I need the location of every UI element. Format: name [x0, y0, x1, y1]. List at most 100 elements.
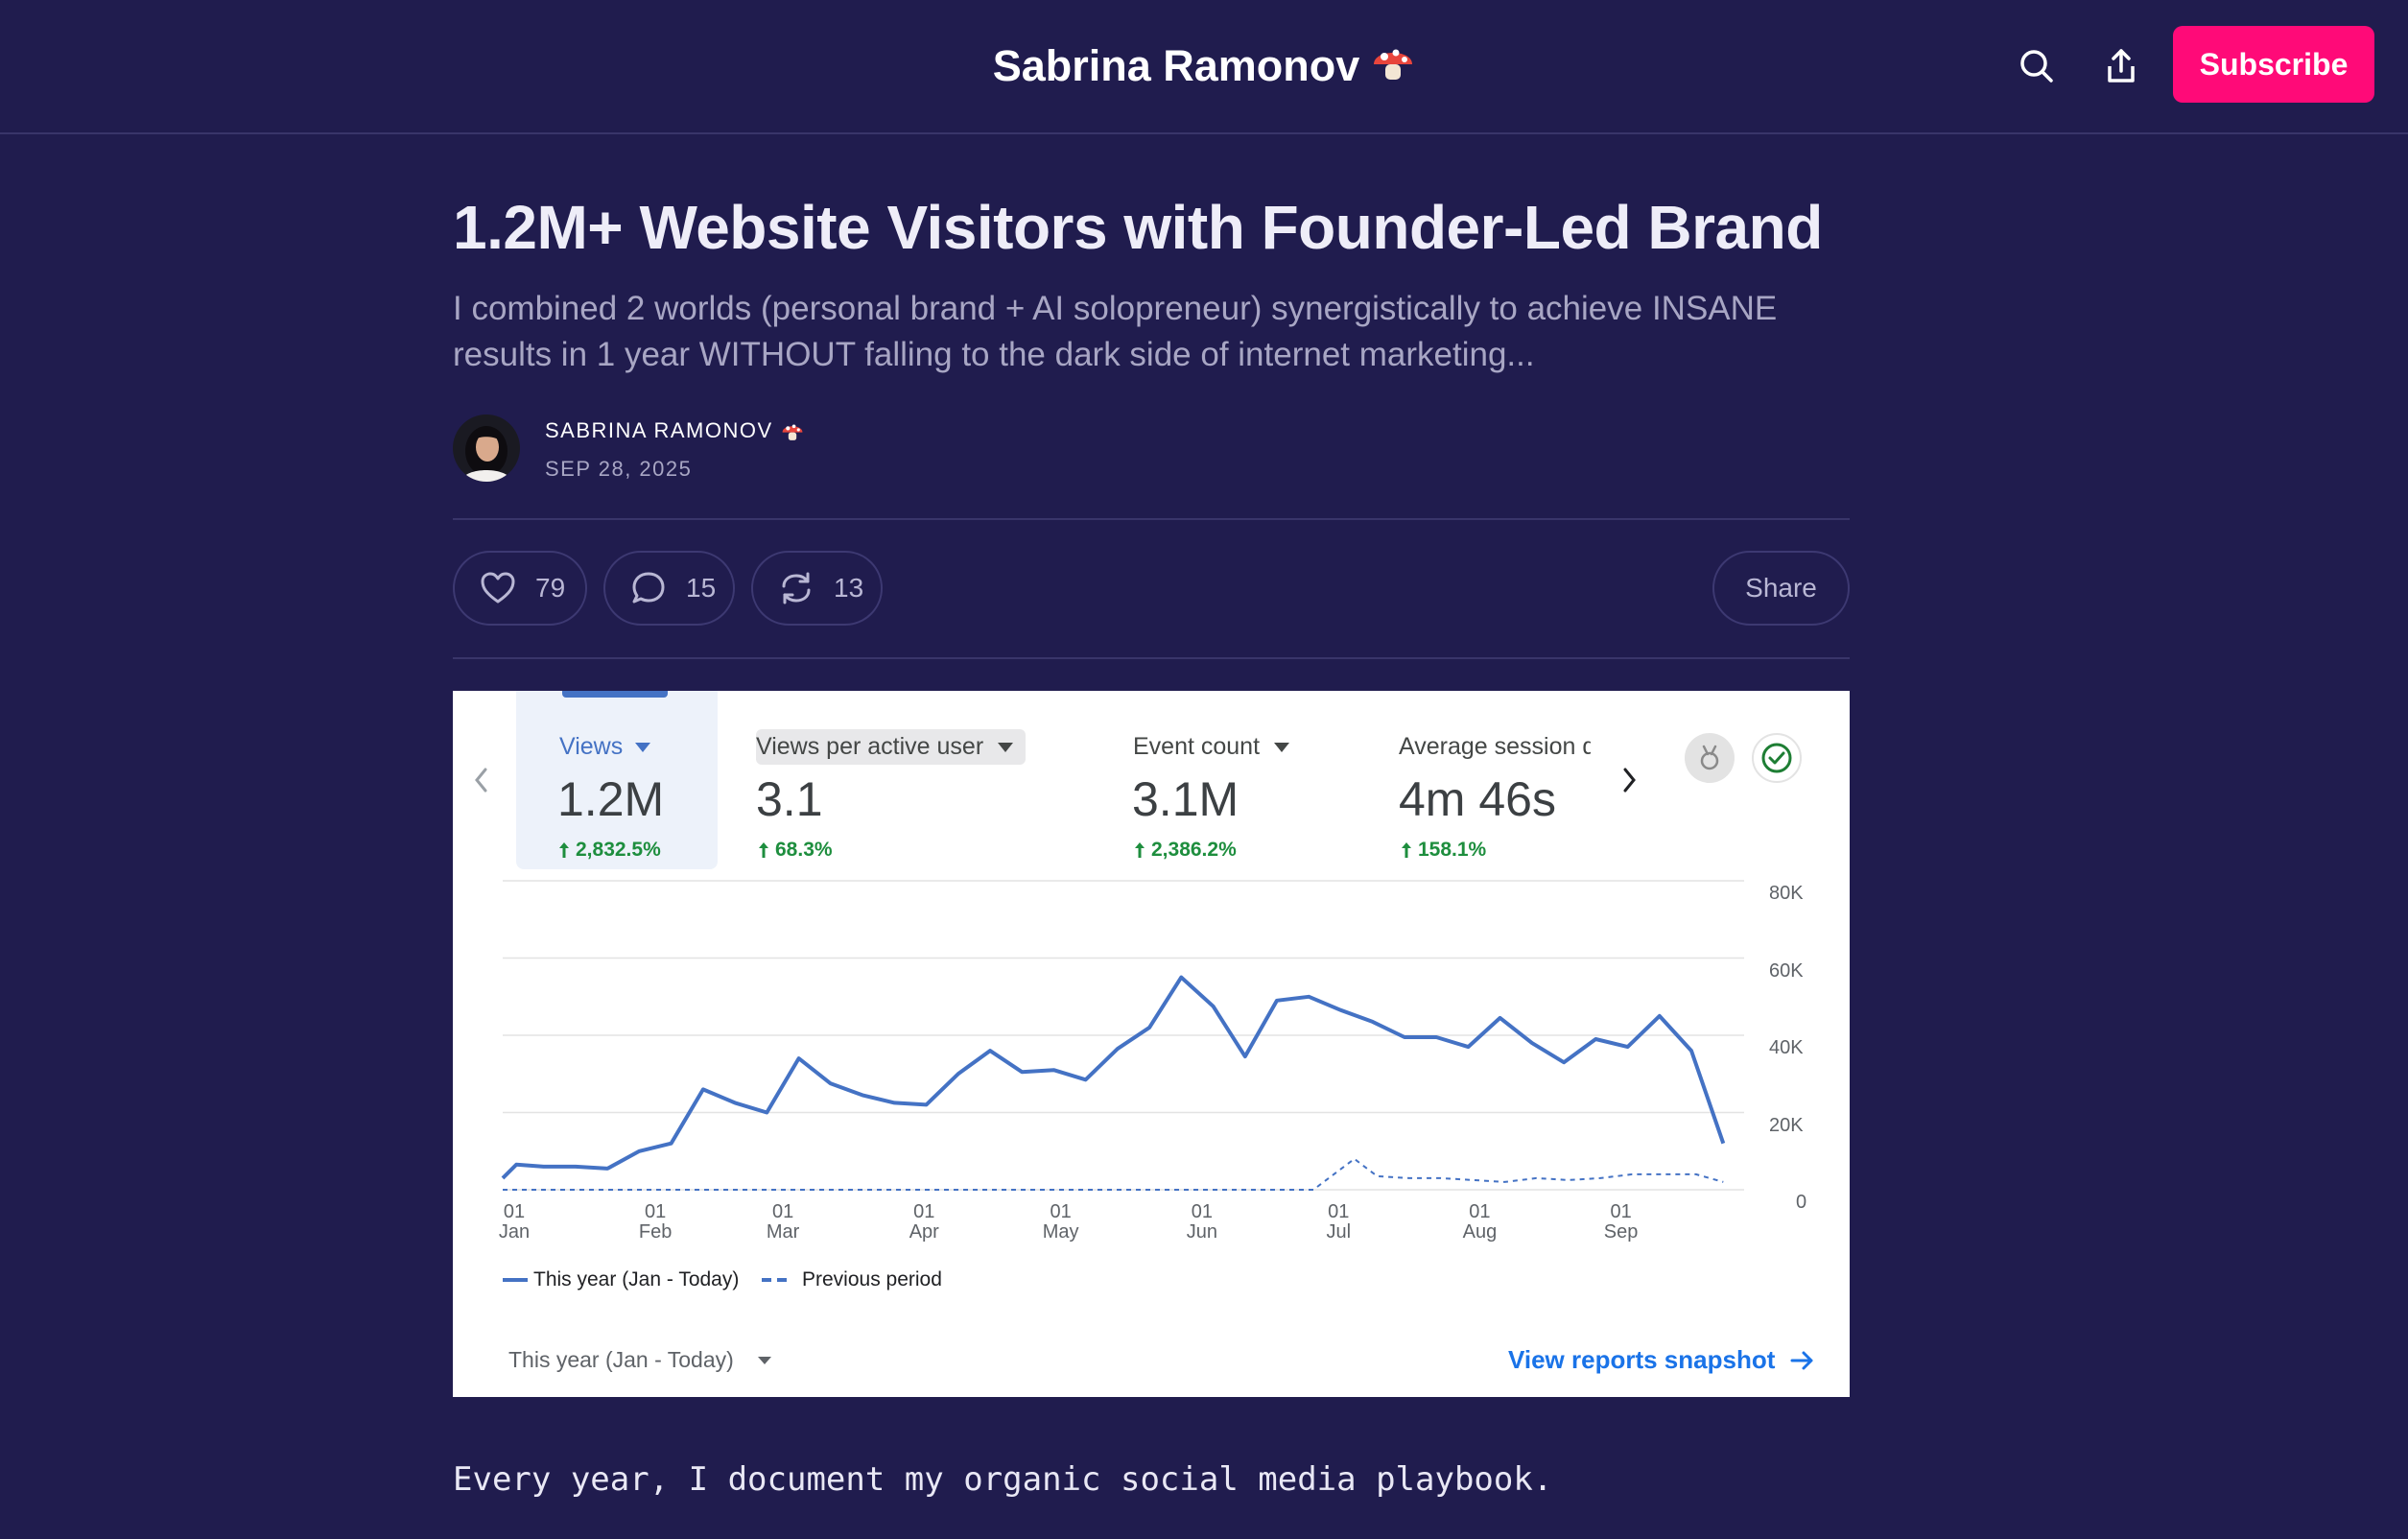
arrow-up-icon: [1402, 842, 1411, 858]
view-reports-link-text: View reports snapshot: [1508, 1345, 1776, 1374]
x-tick-month: Sep: [1603, 1221, 1639, 1243]
x-tick-month: Jun: [1186, 1221, 1217, 1243]
legend-this-year[interactable]: This year (Jan - Today): [503, 1268, 739, 1291]
legend-previous-period[interactable]: Previous period: [762, 1268, 942, 1291]
arrow-right-icon: [1790, 1351, 1813, 1369]
legend-label: Previous period: [802, 1268, 942, 1290]
y-tick-label: 20K: [1769, 1114, 1804, 1136]
x-tick-label: 01 Jan: [485, 1202, 543, 1243]
this-year-line: [501, 975, 1726, 1180]
x-tick-day: 01: [645, 1201, 667, 1222]
like-button[interactable]: 79: [453, 551, 587, 626]
legend-label: This year (Jan - Today): [533, 1268, 740, 1290]
author-name[interactable]: SABRINA RAMONOV: [545, 418, 804, 443]
x-tick-month: Jan: [498, 1221, 531, 1243]
x-tick-month: May: [1042, 1221, 1079, 1243]
post-date: SEP 28, 2025: [545, 457, 693, 481]
x-tick-label: 01 Apr: [895, 1202, 953, 1243]
date-range-dropdown[interactable]: This year (Jan - Today): [508, 1347, 772, 1373]
post-title: 1.2M+ Website Visitors with Founder-Led …: [453, 193, 1823, 262]
share-button-label: Share: [1745, 573, 1817, 603]
mushroom-icon: [1371, 39, 1415, 94]
check-circle-icon[interactable]: [1752, 733, 1802, 783]
metric-event-count-label[interactable]: Event count: [1133, 733, 1290, 761]
metric-views-value: 1.2M: [557, 772, 665, 826]
site-title-text: Sabrina Ramonov: [992, 41, 1360, 90]
x-tick-month: Feb: [638, 1221, 673, 1243]
share-button[interactable]: Share: [1712, 551, 1850, 626]
selected-metric-card: [516, 691, 718, 869]
subscribe-button[interactable]: Subscribe: [2173, 26, 2374, 103]
comment-button[interactable]: 15: [603, 551, 735, 626]
heart-icon: [480, 570, 516, 606]
views-line-chart: [501, 880, 1744, 1191]
x-tick-day: 01: [913, 1201, 935, 1222]
x-tick-label: 01 Jul: [1310, 1202, 1367, 1243]
analytics-snapshot-image[interactable]: Views 1.2M 2,832.5% Views per active use…: [453, 691, 1850, 1397]
caret-down-icon: [1274, 742, 1290, 752]
metric-avg-session-label[interactable]: Average session d: [1399, 733, 1591, 761]
date-range-label: This year (Jan - Today): [508, 1347, 734, 1372]
share-upload-icon[interactable]: [2089, 35, 2153, 98]
x-tick-month: Apr: [909, 1221, 939, 1243]
like-count: 79: [535, 573, 566, 603]
metric-change-text: 2,386.2%: [1151, 839, 1237, 861]
search-icon[interactable]: [2005, 35, 2068, 98]
x-tick-day: 01: [1191, 1201, 1213, 1222]
metric-change-text: 68.3%: [775, 839, 833, 861]
y-tick-label: 0: [1796, 1192, 1807, 1213]
x-tick-day: 01: [1469, 1201, 1491, 1222]
caret-down-icon: [757, 1356, 771, 1364]
metric-views-per-user-value: 3.1: [756, 772, 823, 826]
metric-label-text: Event count: [1133, 733, 1261, 760]
previous-period-line: [503, 1157, 1724, 1191]
restack-button[interactable]: 13: [751, 551, 883, 626]
site-title[interactable]: Sabrina Ramonov: [0, 0, 2408, 132]
view-reports-snapshot-link[interactable]: View reports snapshot: [1508, 1345, 1815, 1375]
metric-views-label[interactable]: Views: [559, 733, 651, 761]
x-tick-day: 01: [1610, 1201, 1632, 1222]
restack-icon: [778, 570, 814, 606]
arrow-up-icon: [759, 842, 768, 858]
mushroom-icon: [781, 419, 804, 442]
comment-count: 15: [686, 573, 717, 603]
x-tick-label: 01 Jun: [1173, 1202, 1231, 1243]
chevron-left-icon[interactable]: [472, 766, 491, 799]
metric-label-text: Average session d: [1399, 733, 1591, 760]
x-tick-label: 01 Mar: [754, 1202, 812, 1243]
metric-change-text: 158.1%: [1418, 839, 1487, 861]
author-name-text: SABRINA RAMONOV: [545, 418, 773, 442]
top-bar: Sabrina Ramonov Subscribe: [0, 0, 2408, 134]
metric-views-per-user-label[interactable]: Views per active user: [756, 729, 1027, 765]
x-tick-month: Mar: [766, 1221, 800, 1243]
legend-dashed-swatch: [762, 1278, 792, 1282]
metric-label-text: Views per active user: [756, 733, 984, 760]
legend-solid-swatch: [503, 1278, 528, 1282]
comment-icon: [630, 570, 667, 606]
metric-views-per-user-change: 68.3%: [758, 839, 833, 862]
x-tick-day: 01: [503, 1201, 526, 1222]
arrow-up-icon: [1135, 842, 1145, 858]
metric-avg-session-value: 4m 46s: [1399, 772, 1556, 826]
x-tick-month: Jul: [1326, 1221, 1352, 1243]
metric-event-count-value: 3.1M: [1132, 772, 1239, 826]
author-avatar[interactable]: [453, 414, 520, 482]
divider: [453, 657, 1850, 659]
arrow-up-icon: [559, 842, 569, 858]
metric-label-text: Views: [559, 733, 624, 760]
x-tick-day: 01: [771, 1201, 794, 1222]
post-body-first-line: Every year, I document my organic social…: [453, 1460, 1553, 1499]
x-tick-label: 01 May: [1032, 1202, 1090, 1243]
metric-event-count-change: 2,386.2%: [1134, 839, 1237, 862]
caret-down-icon: [635, 742, 651, 752]
metric-views-change: 2,832.5%: [558, 839, 661, 862]
post-subtitle: I combined 2 worlds (personal brand + AI…: [453, 290, 1778, 373]
chevron-right-icon[interactable]: [1619, 766, 1639, 799]
divider: [453, 518, 1850, 520]
y-tick-label: 60K: [1769, 959, 1804, 982]
x-tick-day: 01: [1328, 1201, 1350, 1222]
caret-down-icon: [998, 742, 1014, 752]
metric-change-text: 2,832.5%: [576, 839, 661, 861]
insights-badge-icon[interactable]: [1685, 733, 1735, 783]
y-tick-label: 80K: [1769, 883, 1804, 904]
